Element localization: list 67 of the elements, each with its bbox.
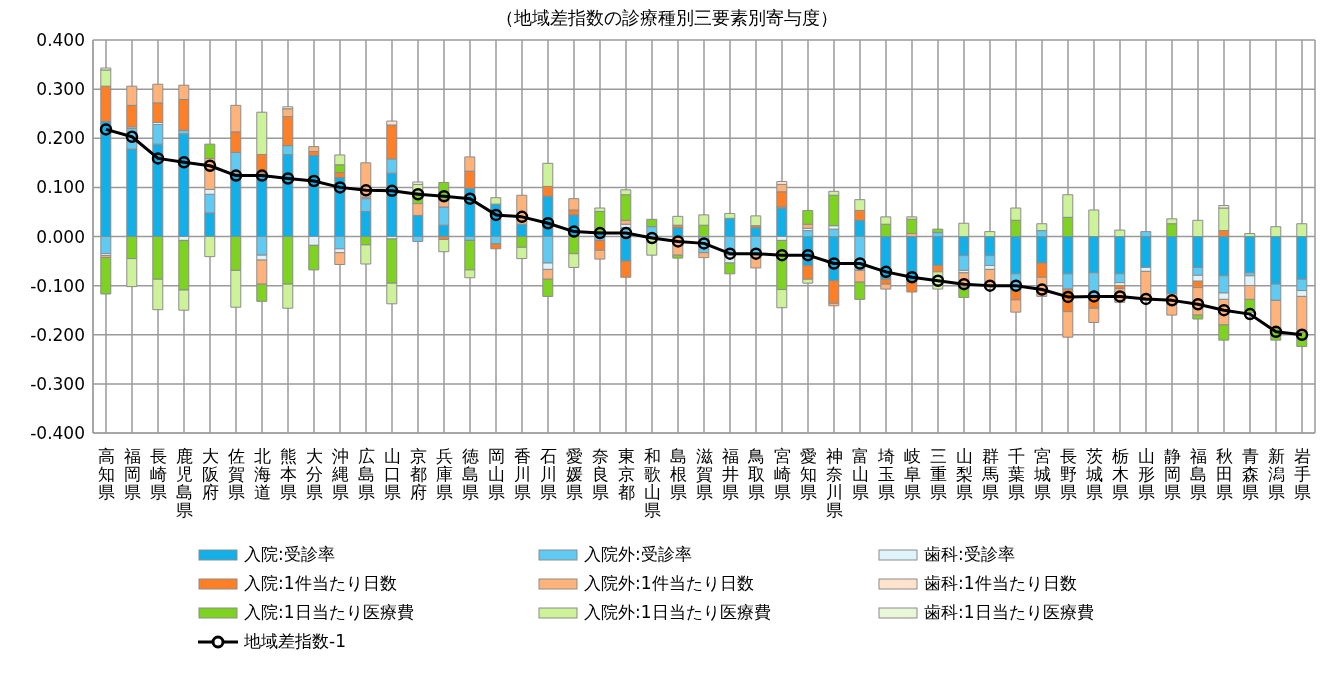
x-tick-label: 山梨県 xyxy=(955,446,973,502)
y-tick-label: 0.000 xyxy=(36,226,85,247)
x-tick-label: 福井県 xyxy=(721,446,739,502)
x-tick-label: 岐阜県 xyxy=(903,446,921,502)
chart-title: （地域差指数の診療種別三要素別寄与度） xyxy=(494,7,839,28)
x-tick-label: 大分県 xyxy=(305,446,323,502)
x-tick-label: 群馬県 xyxy=(980,446,999,502)
x-tick-label: 宮崎県 xyxy=(773,446,791,502)
x-tick-label: 新潟県 xyxy=(1267,446,1285,502)
legend-label: 入院外:1件当たり日数 xyxy=(584,572,754,595)
x-tick-label: 大阪府 xyxy=(201,446,219,502)
x-tick-label: 福島県 xyxy=(1189,446,1207,502)
legend-label: 歯科:受診率 xyxy=(924,543,1015,566)
y-tick-label: -0.200 xyxy=(30,324,85,345)
y-tick-label: 0.300 xyxy=(36,79,85,100)
x-tick-label: 栃木県 xyxy=(1111,446,1129,502)
x-tick-label: 奈良県 xyxy=(591,446,609,502)
x-tick-label: 千葉県 xyxy=(1007,446,1025,502)
x-tick-label: 岡山県 xyxy=(487,446,505,502)
x-tick-label: 香川県 xyxy=(513,446,531,502)
x-tick-label: 岩手県 xyxy=(1293,446,1311,502)
x-tick-label: 徳島県 xyxy=(461,446,479,502)
x-tick-label: 島根県 xyxy=(669,446,687,502)
legend-label: 歯科:1日当たり医療費 xyxy=(924,601,1094,624)
x-tick-label: 和歌山県 xyxy=(643,446,661,520)
x-tick-label: 高知県 xyxy=(97,446,115,502)
x-tick-label: 山口県 xyxy=(383,446,401,502)
x-tick-label: 長野県 xyxy=(1059,446,1077,502)
x-tick-label: 神奈川県 xyxy=(825,446,843,520)
legend-label: 入院:1日当たり医療費 xyxy=(244,601,414,624)
x-tick-label: 三重県 xyxy=(929,446,947,502)
x-tick-label: 北海道 xyxy=(253,446,271,502)
y-tick-label: 0.100 xyxy=(36,177,85,198)
x-tick-label: 沖縄県 xyxy=(330,446,349,502)
x-tick-label: 鳥取県 xyxy=(746,446,765,502)
x-tick-label: 滋賀県 xyxy=(695,446,713,502)
legend-label: 地域差指数-1 xyxy=(244,630,346,653)
x-tick-label: 広島県 xyxy=(357,446,375,502)
x-tick-label: 石川県 xyxy=(539,446,557,502)
y-tick-label: 0.400 xyxy=(36,30,85,51)
x-tick-label: 埼玉県 xyxy=(876,446,895,502)
legend-label: 入院外:1日当たり医療費 xyxy=(584,601,771,624)
y-tick-label: 0.200 xyxy=(36,128,85,149)
x-tick-label: 福岡県 xyxy=(123,446,141,502)
x-tick-label: 静岡県 xyxy=(1163,446,1181,502)
x-tick-label: 京都府 xyxy=(409,446,427,502)
x-tick-label: 茨城県 xyxy=(1084,446,1103,502)
x-tick-label: 東京都 xyxy=(617,446,635,502)
x-tick-label: 佐賀県 xyxy=(227,446,245,502)
x-tick-label: 愛媛県 xyxy=(565,446,583,502)
x-tick-label: 秋田県 xyxy=(1215,446,1233,502)
y-tick-label: -0.400 xyxy=(30,423,85,444)
y-tick-label: -0.100 xyxy=(30,275,85,296)
x-tick-label: 熊本県 xyxy=(279,446,297,502)
legend-label: 入院外:受診率 xyxy=(584,543,692,566)
legend-label: 歯科:1件当たり日数 xyxy=(924,572,1077,595)
x-tick-label: 富山県 xyxy=(851,446,869,502)
x-tick-label: 山形県 xyxy=(1137,446,1155,502)
x-tick-label: 青森県 xyxy=(1241,446,1259,502)
legend-label: 入院:受診率 xyxy=(244,543,335,566)
x-tick-label: 鹿児島県 xyxy=(175,446,193,520)
y-tick-label: -0.300 xyxy=(30,373,85,394)
x-tick-label: 愛知県 xyxy=(799,446,817,502)
x-tick-label: 長崎県 xyxy=(149,446,167,502)
x-tick-label: 兵庫県 xyxy=(435,446,453,502)
x-tick-label: 宮城県 xyxy=(1032,446,1051,502)
legend-label: 入院:1件当たり日数 xyxy=(244,572,397,595)
